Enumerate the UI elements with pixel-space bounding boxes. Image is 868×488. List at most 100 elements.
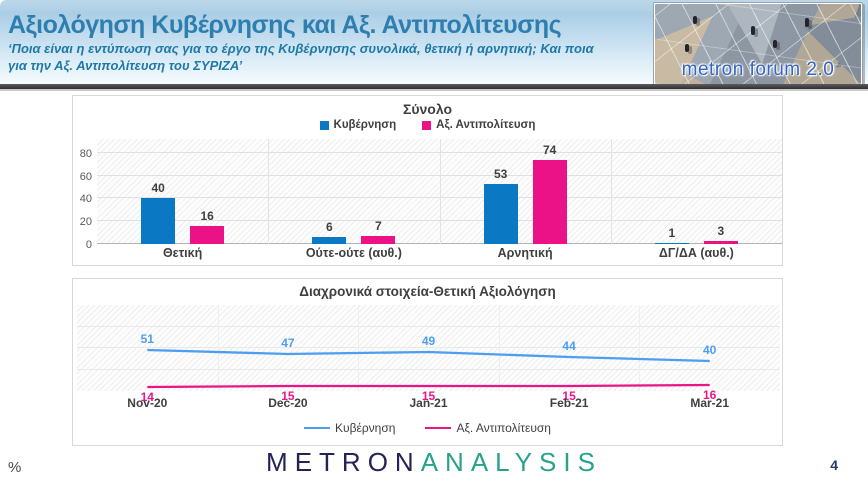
person-figure — [805, 18, 809, 27]
line-value-label: 14 — [140, 390, 154, 404]
x-axis-label: Feb-21 — [549, 396, 589, 410]
percent-label: % — [8, 459, 22, 476]
category-separator — [268, 139, 270, 244]
metron-forum-logo: metron forum 2.0 — [653, 2, 863, 86]
bar-opposition: 3 — [703, 224, 738, 244]
logo-metron: METRON — [266, 447, 421, 477]
x-axis-label: ΔΓ/ΔΑ (αυθ.) — [658, 246, 734, 260]
bar-value-label: 3 — [717, 223, 725, 238]
bar-chart-title: Σύνολο — [402, 101, 453, 117]
bar-value-label: 6 — [326, 220, 333, 235]
x-axis-label: Nov-20 — [127, 396, 168, 410]
legend-item: Αξ. Αντιπολίτευση — [422, 119, 535, 131]
bar-opposition: 74 — [532, 143, 567, 244]
bar-government: 1 — [654, 226, 689, 244]
legend-label: Κυβέρνηση — [335, 421, 396, 435]
line-plot: 51 47 49 44 40 14 15 15 15 16 — [77, 305, 780, 404]
logo-caption: metron forum 2.0 — [681, 59, 835, 80]
bar-plot-wrap: 0 20 40 60 80 40 16 6 7 53 74 1 3 — [73, 139, 782, 251]
y-tick-label: 60 — [79, 170, 92, 183]
line-chart-panel: Διαχρονικά στοιχεία-Θετική Αξιολόγηση 51… — [72, 278, 783, 446]
legend-swatch — [422, 120, 432, 130]
category-separator — [217, 305, 219, 391]
gridline — [77, 325, 780, 327]
bar-value-label: 74 — [542, 142, 557, 157]
bar-chart-panel: Σύνολο Κυβέρνηση Αξ. Αντιπολίτευση 0 20 40 6… — [72, 95, 783, 266]
y-tick-label: 80 — [79, 147, 92, 160]
legend-swatch — [319, 120, 329, 130]
line-x-axis: Nov-20 Dec-20 Jan-21 Feb-21 Mar-21 — [77, 396, 780, 410]
line-chart-title: Διαχρονικά στοιχεία-Θετική Αξιολόγηση — [299, 284, 556, 299]
person-figure — [773, 40, 777, 48]
legend-label: Αξ. Αντιπολίτευση — [456, 421, 551, 435]
bar-value-label: 40 — [151, 181, 165, 196]
bar-opposition: 7 — [361, 219, 396, 244]
bar-value-label: 1 — [668, 225, 676, 240]
x-axis-label: Αρνητική — [497, 246, 553, 260]
bar-x-axis: Θετική Ούτε-ούτε (αυθ.) Αρνητική ΔΓ/ΔΑ (αυθ… — [97, 246, 782, 260]
header: Αξιολόγηση Κυβέρνησης και Αξ. Αντιπολίτε… — [0, 0, 868, 86]
line-chart-legend: Κυβέρνηση Αξ. Αντιπολίτευση — [73, 421, 782, 435]
line-value-label: 16 — [703, 388, 717, 402]
person-figure — [751, 26, 755, 35]
category-separator — [639, 305, 641, 391]
x-axis-label: Θετική — [162, 246, 203, 260]
line-series-svg — [147, 348, 710, 389]
y-tick-label: 40 — [79, 193, 92, 206]
gridline — [77, 347, 780, 348]
page-number: 4 — [830, 457, 838, 473]
y-tick-label: 20 — [79, 216, 92, 229]
category-separator — [610, 139, 612, 244]
x-axis-label: Jan-21 — [409, 396, 448, 410]
bar-government: 53 — [483, 167, 518, 244]
line-value-label: 47 — [281, 336, 295, 350]
x-axis-label: Mar-21 — [690, 396, 730, 410]
page-subtitle: ‘Ποια είναι η εντύπωση σας για το έργο τ… — [8, 41, 594, 74]
line-value-label: 44 — [562, 339, 576, 353]
legend-label: Κυβέρνηση — [333, 119, 397, 131]
bar-chart-legend: Κυβέρνηση Αξ. Αντιπολίτευση — [73, 119, 782, 131]
logo-analysis: ANALYSIS — [420, 447, 602, 477]
trend-line — [147, 383, 710, 389]
page-title: Αξιολόγηση Κυβέρνησης και Αξ. Αντιπολίτε… — [8, 11, 562, 39]
plaza-photo: metron forum 2.0 — [655, 4, 861, 84]
line-value-label: 15 — [562, 389, 576, 403]
bar-opposition: 16 — [190, 209, 225, 244]
person-figure — [693, 16, 697, 24]
line-value-label: 40 — [703, 343, 717, 357]
legend-line-swatch — [304, 427, 331, 429]
line-value-label: 15 — [421, 389, 436, 403]
x-axis-label: Dec-20 — [268, 396, 308, 410]
legend-item: Κυβέρνηση — [304, 421, 395, 435]
header-divider — [0, 84, 868, 89]
header-text: Αξιολόγηση Κυβέρνησης και Αξ. Αντιπολίτε… — [8, 12, 638, 75]
legend-label: Αξ. Αντιπολίτευση — [436, 119, 536, 131]
line-value-label: 51 — [140, 332, 154, 346]
category-separator — [439, 139, 441, 244]
bar-group: 53 74 — [440, 139, 611, 244]
trend-line — [147, 348, 710, 363]
category-separator — [358, 305, 360, 391]
bar-plot: 40 16 6 7 53 74 1 3 — [97, 139, 782, 244]
category-separator — [498, 305, 500, 391]
legend-item: Κυβέρνηση — [319, 119, 397, 131]
bar-government: 6 — [312, 220, 347, 244]
person-figure — [685, 44, 689, 52]
metron-analysis-logo: METRONANALYSIS — [0, 447, 868, 478]
line-value-label: 15 — [281, 389, 295, 403]
bar-group: 40 16 — [97, 139, 268, 244]
y-tick-label: 0 — [85, 239, 92, 251]
legend-item: Αξ. Αντιπολίτευση — [425, 421, 551, 435]
bar-government: 40 — [141, 181, 176, 244]
x-axis-label: Ούτε-ούτε (αυθ.) — [305, 246, 402, 260]
bar-value-label: 7 — [375, 219, 382, 234]
bar-y-axis: 0 20 40 60 80 — [73, 139, 95, 251]
bar-value-label: 53 — [493, 166, 508, 181]
line-value-label: 49 — [421, 334, 436, 348]
bar-value-label: 16 — [200, 208, 214, 223]
gridline — [77, 368, 780, 370]
legend-line-swatch — [425, 427, 452, 429]
